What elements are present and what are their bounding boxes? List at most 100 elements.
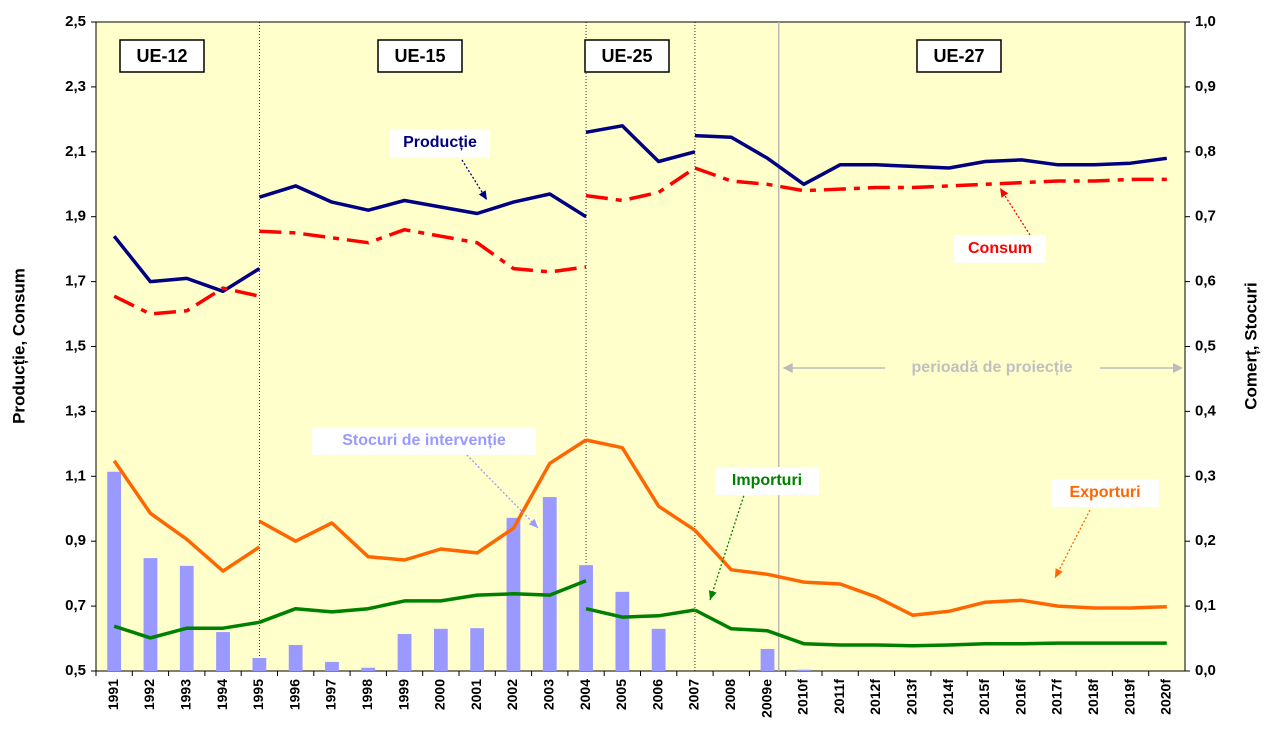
arrow-head: [1055, 568, 1063, 578]
x-tick-label: 1992: [141, 679, 157, 710]
era-text: UE-15: [394, 46, 445, 66]
y2-tick-label: 0,6: [1195, 273, 1216, 290]
y-tick-label: 0,9: [65, 532, 86, 549]
annotation-arrow: [1054, 509, 1091, 579]
annotation-box: [1051, 479, 1159, 507]
line: [585, 438, 696, 532]
plot-area: [95, 21, 1186, 672]
y2-tick-label: 0,9: [1195, 78, 1216, 95]
y-tick-label: 2,5: [65, 13, 86, 30]
annotation-arrow: [999, 187, 1031, 236]
bar: [760, 648, 775, 671]
x-tick-label: 2002: [504, 679, 520, 710]
era-box: [119, 39, 205, 73]
y2-tick-label: 0,7: [1195, 208, 1216, 225]
x-tick-label: 2011f: [831, 679, 847, 714]
annotation-box: [715, 467, 819, 495]
arrow-head: [528, 518, 538, 528]
era-text: UE-12: [136, 46, 187, 66]
annotation-box: [390, 129, 490, 157]
line: [258, 438, 587, 562]
line: [112, 235, 261, 294]
y2-tick-label: 0,4: [1195, 402, 1217, 419]
y-tick-label: 0,5: [65, 662, 86, 679]
y-tick-label: 1,5: [65, 337, 86, 354]
x-tick-label: 2005: [613, 679, 629, 710]
bar: [796, 669, 811, 671]
line: [113, 286, 260, 316]
y2-tick-label: 0,5: [1195, 337, 1216, 354]
x-tick-label: 2008: [722, 679, 738, 710]
series-label: Producție: [403, 134, 477, 151]
x-tick-label: 1993: [177, 679, 193, 710]
line: [585, 606, 696, 619]
x-tick-label: 2006: [649, 679, 665, 710]
x-tick-label: 1996: [286, 679, 302, 710]
x-tick-label: 2000: [432, 679, 448, 710]
series-label: Importuri: [732, 472, 802, 489]
era-label: UE-12: [119, 39, 205, 73]
era-label: UE-27: [916, 39, 1002, 73]
projection-box: [885, 356, 1100, 380]
x-tick-label: 1999: [395, 679, 411, 710]
y2-tick-label: 0,0: [1195, 662, 1216, 679]
x-tick-label: 1998: [359, 679, 375, 710]
x-tick-label: 2017f: [1049, 679, 1065, 715]
bar: [107, 471, 122, 671]
y2-tick-label: 0,3: [1195, 467, 1216, 484]
era-text: UE-27: [933, 46, 984, 66]
y-axis-title: Producție, Consum: [9, 268, 28, 424]
line: [585, 166, 696, 203]
era-box: [584, 39, 670, 73]
y-tick-label: 2,3: [65, 78, 86, 95]
y-tick-label: 2,1: [65, 143, 86, 160]
bar: [397, 634, 412, 671]
bar: [361, 667, 376, 671]
era-box: [916, 39, 1002, 73]
bar: [542, 497, 557, 671]
y-tick-label: 1,7: [65, 273, 86, 290]
bar: [579, 565, 593, 671]
y2-tick-label: 0,8: [1195, 143, 1216, 160]
era-label: UE-15: [377, 39, 463, 73]
bar: [216, 632, 230, 671]
bar: [288, 645, 303, 671]
y-tick-label: 1,9: [65, 208, 86, 225]
line: [259, 227, 587, 274]
x-tick-label: 2015f: [976, 679, 992, 715]
era-text: UE-25: [601, 46, 652, 66]
series-label: Exporturi: [1069, 484, 1140, 501]
annotation-box: [954, 235, 1046, 263]
x-tick-label: 1997: [323, 679, 339, 710]
y-tick-label: 0,7: [65, 597, 86, 614]
line: [693, 529, 1167, 617]
x-tick-label: 2007: [686, 679, 702, 710]
y-tick-label: 1,3: [65, 402, 86, 419]
y2-tick-label: 1,0: [1195, 13, 1216, 30]
x-tick-label: 2001: [468, 679, 484, 710]
x-tick-label: 2003: [540, 679, 556, 710]
line: [113, 620, 260, 640]
line: [585, 124, 696, 164]
y-tick-label: 1,1: [65, 467, 86, 484]
bar: [651, 628, 666, 671]
line: [112, 459, 261, 573]
era-label: UE-25: [584, 39, 670, 73]
x-tick-label: 2010f: [795, 679, 811, 715]
annotation-arrow: [709, 491, 746, 601]
bar: [143, 558, 158, 671]
bar: [179, 565, 194, 671]
arrow-head: [708, 590, 717, 600]
x-tick-label: 2020f: [1158, 679, 1174, 715]
bar: [433, 628, 448, 671]
x-tick-label: 2009e: [758, 679, 774, 718]
y2-axis-title: Comerț, Stocuri: [1241, 282, 1260, 410]
x-tick-label: 2016f: [1012, 679, 1028, 715]
y2-tick-label: 0,1: [1195, 597, 1216, 614]
x-tick-label: 2018f: [1085, 679, 1101, 715]
x-tick-label: 2004: [577, 679, 593, 710]
bar: [615, 591, 630, 671]
arrow-head: [1000, 188, 1009, 198]
x-tick-label: 1995: [250, 679, 266, 710]
